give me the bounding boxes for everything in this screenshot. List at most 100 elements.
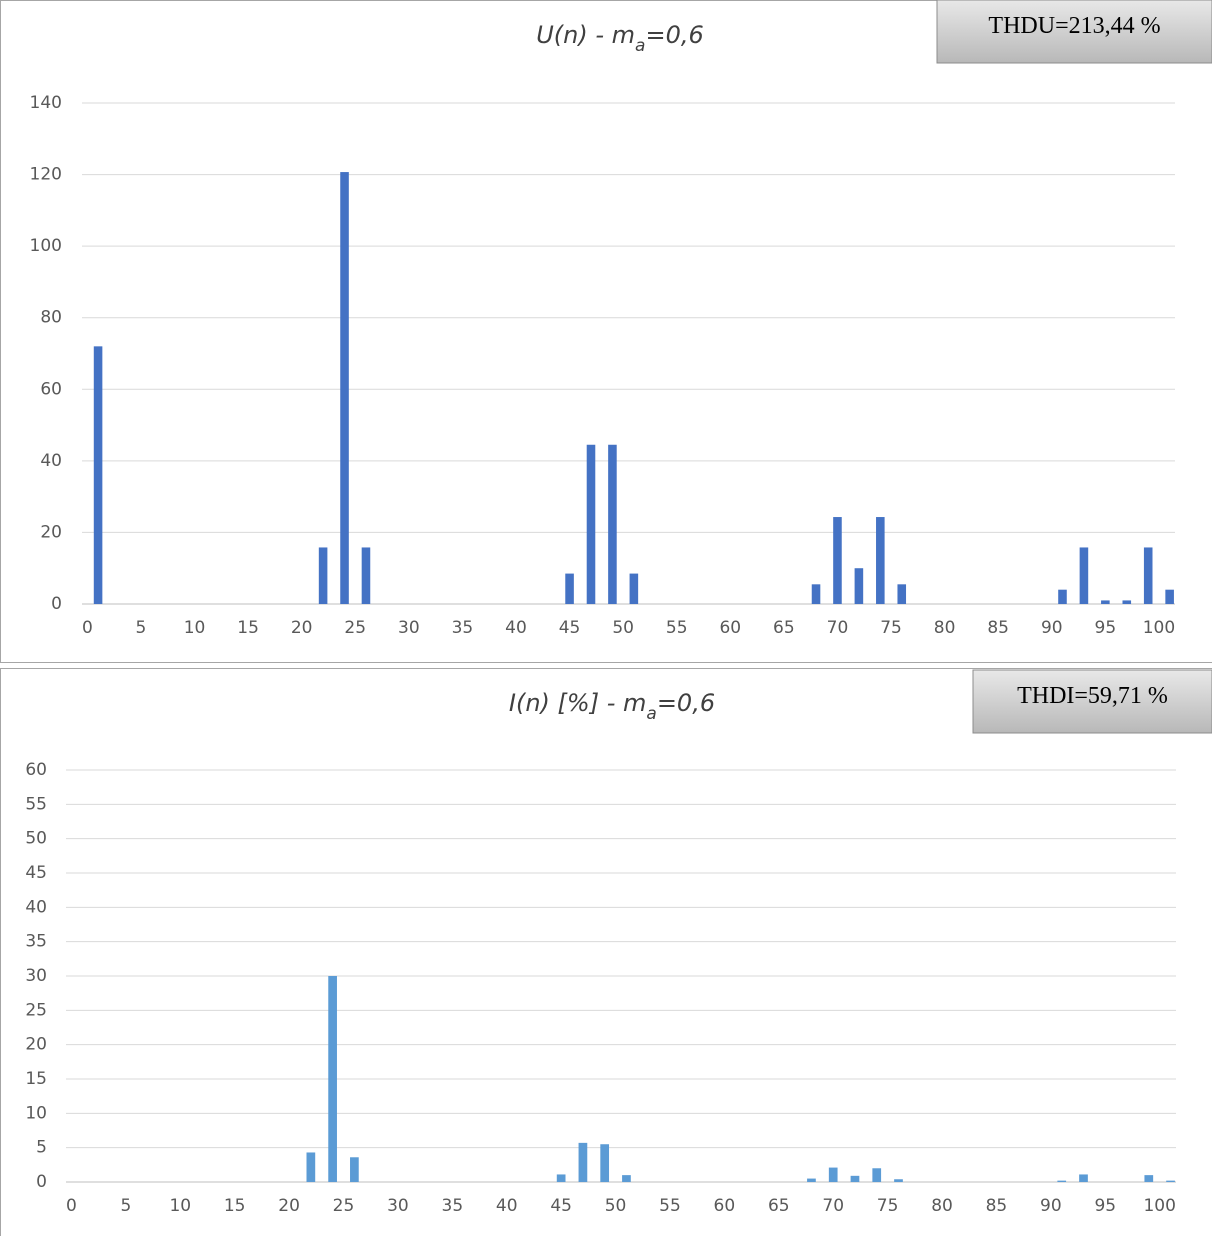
bar	[807, 1178, 816, 1182]
x-tick-label: 25	[333, 1196, 355, 1216]
bar	[629, 573, 639, 604]
bar	[833, 517, 842, 604]
x-tick-label: 30	[398, 618, 420, 638]
x-tick-label: 40	[505, 618, 527, 638]
y-tick-label: 120	[30, 165, 62, 185]
panel-border	[0, 0, 1212, 663]
bar	[600, 1144, 610, 1182]
y-tick-label: 40	[40, 451, 62, 471]
bar	[608, 444, 617, 604]
title-part: I(n) [%] - m	[509, 689, 646, 717]
x-tick-label: 100	[1143, 1196, 1175, 1216]
bar	[318, 547, 328, 604]
x-tick-label: 5	[120, 1196, 131, 1216]
bar	[586, 444, 596, 604]
bar	[1058, 589, 1067, 604]
bar	[897, 584, 907, 604]
x-tick-label: 75	[877, 1196, 899, 1216]
y-tick-label: 80	[40, 308, 62, 328]
x-tick-label: 10	[184, 618, 206, 638]
y-tick-label: 55	[25, 794, 47, 814]
title-part: a	[635, 36, 645, 56]
y-tick-label: 20	[40, 522, 62, 542]
bar	[894, 1179, 903, 1182]
x-tick-label: 15	[224, 1196, 246, 1216]
x-tick-label: 70	[827, 618, 849, 638]
bar	[556, 1174, 566, 1182]
bar	[1122, 600, 1132, 604]
bar	[340, 172, 349, 605]
title-part: =0,6	[645, 21, 703, 49]
y-tick-label: 60	[25, 760, 47, 780]
y-tick-label: 0	[36, 1172, 47, 1192]
bar	[1057, 1180, 1067, 1182]
x-tick-label: 70	[822, 1196, 844, 1216]
x-tick-label: 30	[387, 1196, 409, 1216]
y-tick-label: 35	[25, 932, 47, 952]
bar	[622, 1175, 631, 1182]
panel-border	[0, 668, 1212, 1236]
x-tick-label: 40	[496, 1196, 518, 1216]
x-tick-label: 0	[82, 618, 93, 638]
bar	[565, 573, 574, 604]
bar	[1143, 547, 1153, 604]
x-tick-label: 20	[278, 1196, 300, 1216]
bar	[1101, 600, 1110, 604]
bar	[306, 1152, 316, 1182]
x-tick-label: 20	[291, 618, 313, 638]
y-tick-label: 0	[51, 594, 62, 614]
x-tick-label: 65	[768, 1196, 790, 1216]
y-tick-label: 60	[40, 379, 62, 399]
x-tick-label: 95	[1095, 618, 1117, 638]
bar	[850, 1175, 860, 1182]
y-tick-label: 50	[25, 829, 47, 849]
x-tick-label: 80	[931, 1196, 953, 1216]
bar	[876, 517, 885, 604]
bar	[1166, 1180, 1175, 1182]
x-tick-label: 50	[612, 618, 634, 638]
bar	[328, 976, 337, 1182]
x-tick-label: 75	[880, 618, 902, 638]
y-tick-label: 100	[30, 236, 62, 256]
bar	[1079, 547, 1089, 604]
x-tick-label: 35	[452, 618, 474, 638]
x-tick-label: 80	[934, 618, 956, 638]
x-tick-label: 35	[442, 1196, 464, 1216]
y-tick-label: 5	[36, 1138, 47, 1158]
chart-title: I(n) [%] - ma=0,6	[509, 689, 715, 724]
y-tick-label: 40	[25, 897, 47, 917]
annotation: THDU=213,44 %	[988, 13, 1160, 39]
bar	[828, 1167, 838, 1182]
y-tick-label: 45	[25, 863, 47, 883]
bar	[578, 1142, 588, 1182]
x-tick-label: 60	[719, 618, 741, 638]
x-tick-label: 55	[666, 618, 688, 638]
x-tick-label: 10	[169, 1196, 191, 1216]
x-tick-label: 100	[1143, 618, 1175, 638]
x-tick-label: 55	[659, 1196, 681, 1216]
x-tick-label: 85	[986, 1196, 1008, 1216]
y-tick-label: 140	[30, 93, 62, 113]
y-tick-label: 30	[25, 966, 47, 986]
x-tick-label: 65	[773, 618, 795, 638]
chart-title: U(n) - ma=0,6	[536, 21, 704, 56]
x-tick-label: 15	[237, 618, 259, 638]
title-part: U(n) - m	[536, 21, 635, 49]
x-tick-label: 25	[344, 618, 366, 638]
x-tick-label: 85	[987, 618, 1009, 638]
bar	[1144, 1175, 1154, 1182]
bar	[854, 568, 864, 604]
x-tick-label: 90	[1040, 1196, 1062, 1216]
x-tick-label: 45	[559, 618, 581, 638]
annotation-box	[936, 0, 1212, 64]
y-tick-label: 25	[25, 1000, 47, 1020]
x-tick-label: 5	[136, 618, 147, 638]
title-part: a	[646, 704, 656, 724]
y-tick-label: 15	[25, 1069, 47, 1089]
bar	[872, 1168, 882, 1182]
annotation: THDI=59,71 %	[1017, 683, 1168, 709]
x-tick-label: 95	[1094, 1196, 1116, 1216]
bar	[350, 1157, 359, 1182]
